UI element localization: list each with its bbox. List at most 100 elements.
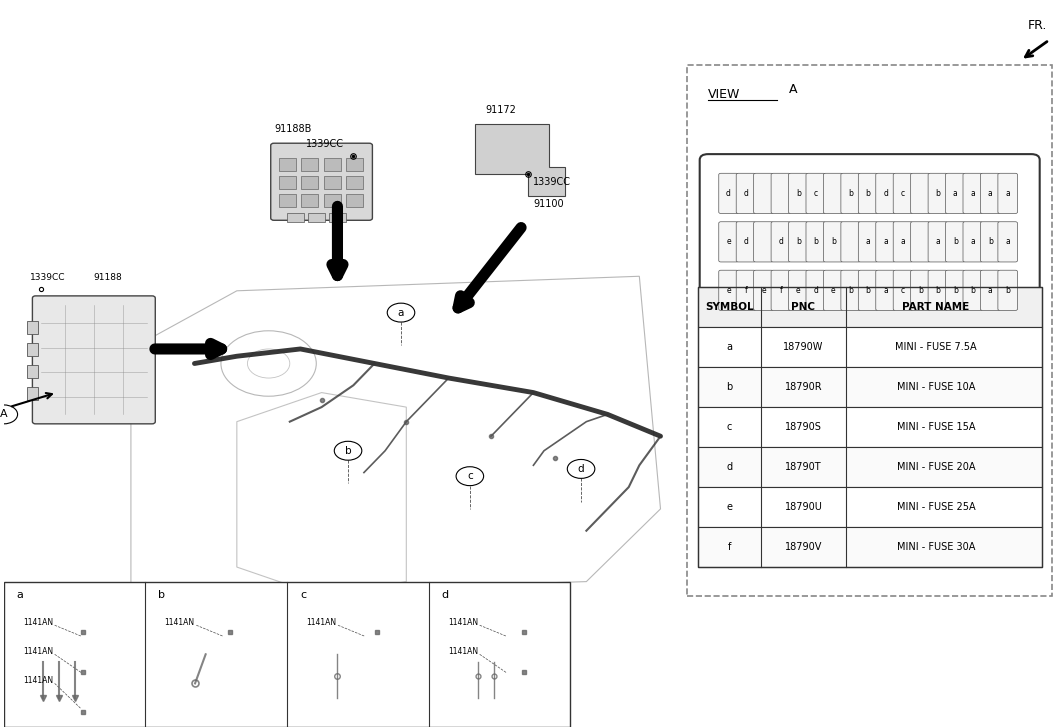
FancyBboxPatch shape (963, 222, 982, 262)
Text: b: b (796, 189, 800, 198)
FancyBboxPatch shape (841, 270, 860, 310)
Text: 91172: 91172 (486, 105, 517, 115)
Text: b: b (344, 446, 352, 456)
Bar (324, 194, 340, 207)
Bar (697, 287, 1042, 567)
FancyBboxPatch shape (789, 270, 808, 310)
FancyBboxPatch shape (737, 222, 756, 262)
Text: 18790W: 18790W (783, 342, 824, 352)
Text: c: c (813, 189, 817, 198)
Text: 18790V: 18790V (784, 542, 822, 552)
Text: e: e (831, 286, 836, 295)
Bar (697, 327, 1042, 367)
FancyBboxPatch shape (771, 270, 791, 310)
Bar (28, 343, 37, 356)
Bar (697, 287, 1042, 327)
FancyBboxPatch shape (699, 154, 1040, 326)
Bar (28, 365, 37, 378)
Text: a: a (398, 308, 404, 318)
FancyBboxPatch shape (876, 222, 895, 262)
FancyBboxPatch shape (893, 173, 913, 214)
Bar (280, 158, 297, 171)
Text: a: a (952, 189, 958, 198)
Text: MINI - FUSE 10A: MINI - FUSE 10A (897, 382, 975, 392)
FancyBboxPatch shape (824, 222, 843, 262)
Text: a: a (1006, 189, 1010, 198)
Bar (302, 158, 319, 171)
Bar (345, 158, 362, 171)
FancyBboxPatch shape (963, 270, 982, 310)
Text: b: b (865, 286, 871, 295)
Text: e: e (796, 286, 800, 295)
Text: 91188B: 91188B (274, 124, 311, 134)
Text: f: f (779, 286, 782, 295)
Text: b: b (988, 237, 993, 246)
FancyBboxPatch shape (824, 270, 843, 310)
Text: b: b (726, 382, 732, 392)
Text: f: f (728, 542, 731, 552)
FancyBboxPatch shape (893, 270, 913, 310)
Text: b: b (831, 237, 836, 246)
FancyBboxPatch shape (719, 173, 739, 214)
FancyBboxPatch shape (858, 222, 878, 262)
FancyBboxPatch shape (893, 222, 913, 262)
FancyBboxPatch shape (719, 222, 739, 262)
Bar (324, 158, 340, 171)
Text: a: a (883, 286, 888, 295)
Text: e: e (726, 237, 731, 246)
Text: 1339CC: 1339CC (534, 177, 572, 188)
FancyBboxPatch shape (963, 173, 982, 214)
Text: a: a (900, 237, 906, 246)
FancyBboxPatch shape (876, 270, 895, 310)
Text: b: b (813, 237, 819, 246)
FancyBboxPatch shape (806, 270, 826, 310)
Text: FR.: FR. (1028, 19, 1047, 32)
Bar (287, 213, 304, 222)
Text: 1339CC: 1339CC (306, 139, 343, 149)
FancyBboxPatch shape (946, 222, 965, 262)
Bar (28, 321, 37, 334)
Text: PART NAME: PART NAME (902, 302, 969, 312)
Text: e: e (726, 502, 732, 512)
FancyBboxPatch shape (998, 270, 1017, 310)
FancyBboxPatch shape (980, 173, 1000, 214)
PathPatch shape (475, 124, 566, 196)
Text: A: A (789, 83, 797, 96)
Bar (697, 367, 1042, 407)
Text: c: c (300, 590, 306, 600)
Text: b: b (1006, 286, 1010, 295)
Text: MINI - FUSE 15A: MINI - FUSE 15A (897, 422, 975, 432)
Text: PNC: PNC (792, 302, 815, 312)
Bar (328, 213, 345, 222)
FancyBboxPatch shape (789, 222, 808, 262)
FancyBboxPatch shape (32, 296, 155, 424)
Text: SYMBOL: SYMBOL (705, 302, 754, 312)
Bar (302, 176, 319, 189)
Text: b: b (848, 189, 854, 198)
Text: a: a (883, 237, 888, 246)
Text: d: d (883, 189, 888, 198)
FancyBboxPatch shape (737, 173, 756, 214)
Bar (697, 487, 1042, 527)
Text: a: a (865, 237, 871, 246)
Bar (345, 176, 362, 189)
FancyBboxPatch shape (687, 65, 1052, 596)
Text: 91188: 91188 (94, 273, 122, 282)
Text: b: b (952, 237, 958, 246)
FancyBboxPatch shape (911, 222, 930, 262)
Text: 1141AN: 1141AN (23, 647, 53, 656)
Text: 1141AN: 1141AN (165, 618, 195, 627)
Bar (697, 527, 1042, 567)
Text: 18790S: 18790S (786, 422, 822, 432)
Bar (308, 213, 324, 222)
FancyBboxPatch shape (858, 270, 878, 310)
FancyBboxPatch shape (928, 173, 948, 214)
Text: b: b (935, 286, 941, 295)
Bar (345, 194, 362, 207)
FancyBboxPatch shape (271, 143, 372, 220)
FancyBboxPatch shape (841, 173, 860, 214)
Bar (28, 387, 37, 400)
Text: d: d (743, 237, 748, 246)
Text: e: e (726, 286, 731, 295)
FancyBboxPatch shape (858, 173, 878, 214)
